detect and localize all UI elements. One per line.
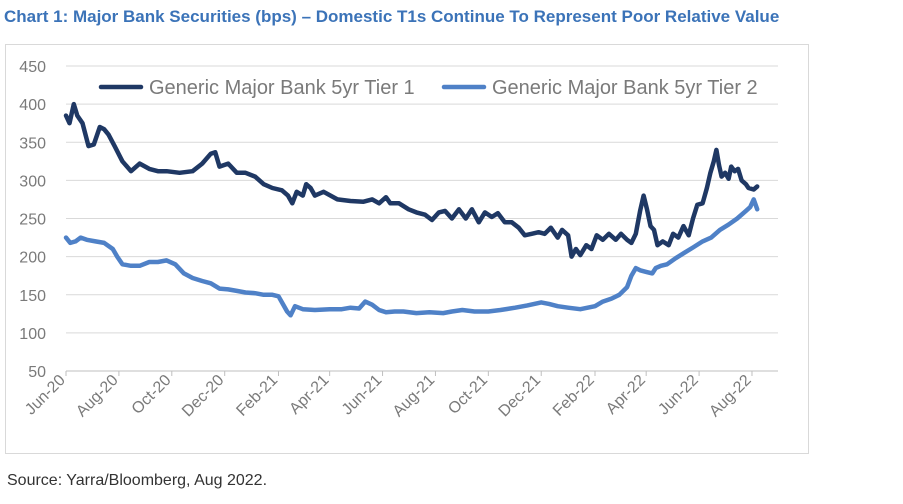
y-tick-label: 300 [19, 173, 46, 190]
series-line-tier-1 [63, 101, 760, 259]
x-tick-label: Aug-20 [73, 372, 122, 421]
y-tick-label: 350 [19, 135, 46, 152]
legend-label: Generic Major Bank 5yr Tier 1 [149, 77, 415, 99]
x-tick-label: Feb-21 [233, 372, 281, 420]
legend: Generic Major Bank 5yr Tier 1 Generic Maj… [98, 77, 758, 99]
grid-lines [66, 65, 778, 334]
y-tick-label: 100 [19, 326, 46, 343]
series-line-tier-2 [63, 197, 760, 318]
line-chart: 50 100 150 200 250 300 350 400 450 Jun-20 Aug-20 O… [19, 59, 778, 421]
x-axis: Jun-20 Aug-20 Oct-20 Dec-20 Feb-21 Apr-21 Jun-… [22, 370, 778, 421]
x-tick-label: Feb-22 [550, 372, 598, 420]
source-note: Source: Yarra/Bloomberg, Aug 2022. [7, 472, 268, 489]
y-tick-label: 150 [19, 288, 46, 305]
y-axis-ticks: 50 100 150 200 250 300 350 400 450 [19, 59, 46, 381]
x-tick-label: Apr-21 [286, 372, 332, 418]
legend-label: Generic Major Bank 5yr Tier 2 [492, 77, 758, 99]
y-tick-label: 450 [19, 59, 46, 76]
x-tick-label: Oct-20 [129, 372, 175, 418]
x-tick-label: Dec-21 [496, 372, 545, 421]
y-tick-label: 200 [19, 250, 46, 267]
x-tick-label: Dec-20 [179, 372, 228, 421]
page-title: Chart 1: Major Bank Securities (bps) – D… [4, 7, 780, 26]
x-tick-label: Apr-22 [603, 372, 649, 418]
chart-panel: 50 100 150 200 250 300 350 400 450 Jun-20 Aug-20 O… [5, 44, 809, 454]
x-tick-label: Jun-21 [339, 372, 386, 419]
y-tick-label: 400 [19, 97, 46, 114]
y-tick-label: 250 [19, 212, 46, 229]
x-tick-label: Aug-21 [390, 372, 439, 421]
series-lines [63, 101, 760, 318]
x-tick-label: Oct-21 [445, 372, 491, 418]
x-tick-label: Aug-22 [706, 372, 755, 421]
y-tick-label: 50 [28, 364, 46, 381]
x-tick-label: Jun-22 [655, 372, 702, 419]
